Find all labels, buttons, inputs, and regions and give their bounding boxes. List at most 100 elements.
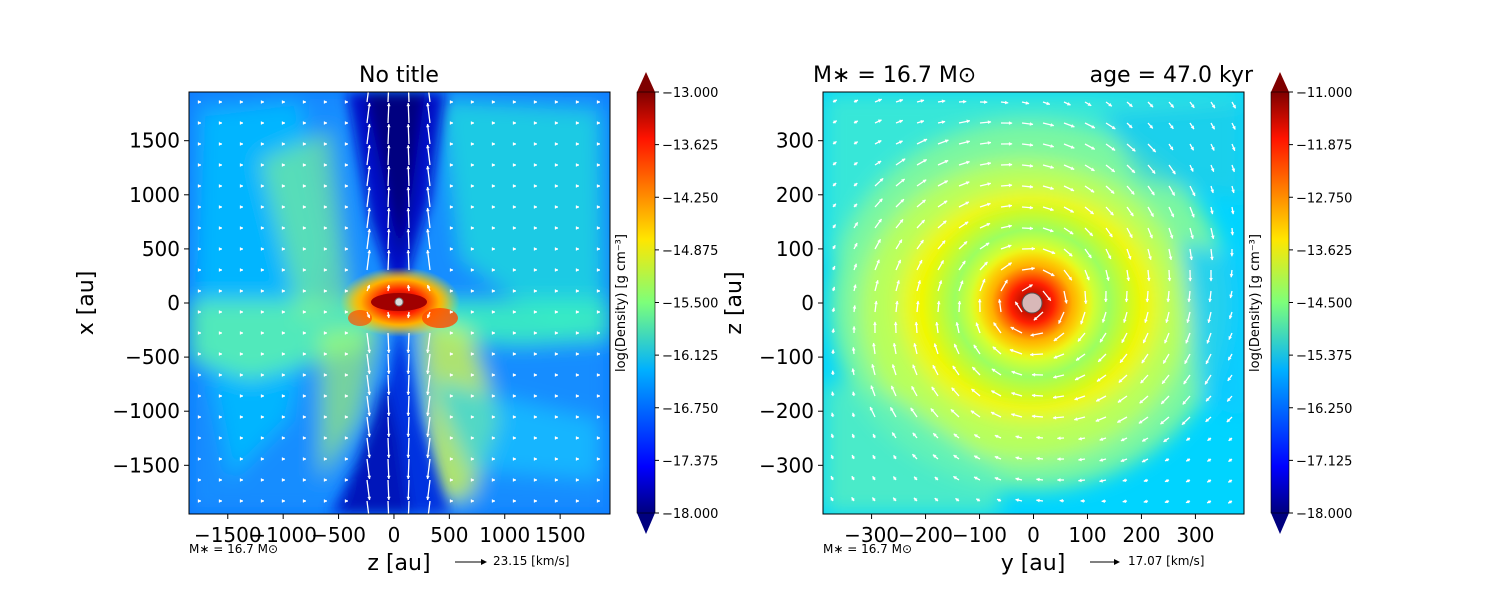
velocity-key-label-right: 17.07 [km/s] bbox=[1128, 554, 1204, 568]
velocity-arrowhead bbox=[1015, 456, 1020, 460]
velocity-arrowhead bbox=[367, 249, 371, 254]
velocity-arrowhead bbox=[302, 247, 307, 251]
velocity-arrowhead bbox=[912, 432, 917, 437]
velocity-arrowhead bbox=[965, 181, 970, 185]
velocity-arrowhead bbox=[955, 498, 960, 502]
velocity-arrowhead bbox=[923, 138, 928, 143]
velocity-arrowhead bbox=[831, 265, 836, 270]
velocity-arrowhead bbox=[596, 457, 601, 461]
velocity-arrowhead bbox=[281, 247, 286, 251]
velocity-arrowhead bbox=[386, 391, 391, 396]
velocity-arrowhead bbox=[449, 415, 454, 419]
velocity-arrowhead bbox=[1119, 359, 1124, 363]
velocity-arrowhead bbox=[1228, 437, 1233, 442]
colorbar-tick-label: −18.000 bbox=[1296, 507, 1352, 522]
velocity-arrowhead bbox=[491, 415, 496, 419]
velocity-arrowhead bbox=[218, 394, 223, 398]
velocity-arrowhead bbox=[426, 349, 430, 354]
colorbar-label-left: log(Density) [g cm⁻³] bbox=[614, 234, 629, 372]
velocity-arrowhead bbox=[892, 432, 896, 437]
velocity-arrowhead bbox=[575, 352, 580, 356]
velocity-arrowhead bbox=[833, 99, 838, 104]
velocity-arrowhead bbox=[491, 268, 496, 272]
velocity-arrowhead bbox=[470, 100, 475, 104]
velocity-arrowhead bbox=[239, 289, 244, 293]
velocity-arrowhead bbox=[344, 436, 349, 440]
velocity-arrowhead bbox=[367, 454, 371, 459]
velocity-arrowhead bbox=[367, 144, 371, 149]
velocity-arrowhead bbox=[901, 158, 906, 163]
velocity-arrowhead bbox=[323, 142, 328, 146]
velocity-arrowhead bbox=[491, 205, 496, 209]
velocity-arrowhead bbox=[260, 436, 265, 440]
x-tick-label: −200 bbox=[898, 523, 953, 547]
y-tick-label: −1000 bbox=[112, 399, 180, 423]
velocity-arrow bbox=[407, 332, 410, 354]
velocity-arrowhead bbox=[323, 499, 328, 503]
velocity-arrowhead bbox=[512, 205, 517, 209]
velocity-arrowhead bbox=[302, 457, 307, 461]
velocity-arrowhead bbox=[1232, 125, 1236, 130]
velocity-arrowhead bbox=[470, 457, 475, 461]
velocity-arrowhead bbox=[1131, 169, 1136, 174]
velocity-arrowhead bbox=[1090, 188, 1095, 193]
velocity-arrowhead bbox=[197, 100, 202, 104]
velocity-arrowhead bbox=[575, 163, 580, 167]
velocity-arrowhead bbox=[449, 226, 454, 230]
velocity-arrowhead bbox=[981, 278, 986, 283]
velocity-arrowhead bbox=[901, 178, 905, 183]
velocity-arrowhead bbox=[1074, 396, 1079, 401]
velocity-arrowhead bbox=[281, 415, 286, 419]
velocity-arrowhead bbox=[218, 100, 223, 104]
velocity-arrowhead bbox=[281, 478, 286, 482]
velocity-arrowhead bbox=[1004, 100, 1009, 105]
velocity-arrowhead bbox=[344, 394, 349, 398]
velocity-arrowhead bbox=[281, 268, 286, 272]
velocity-arrowhead bbox=[260, 184, 265, 188]
velocity-arrowhead bbox=[281, 331, 286, 335]
velocity-arrowhead bbox=[302, 373, 307, 377]
velocity-arrowhead bbox=[1146, 277, 1151, 282]
colorbar-tick-label: −14.250 bbox=[662, 191, 718, 206]
velocity-arrowhead bbox=[575, 289, 580, 293]
velocity-arrowhead bbox=[386, 207, 391, 212]
velocity-arrowhead bbox=[554, 331, 559, 335]
colorbar-tick-label: −17.375 bbox=[662, 454, 718, 469]
panel-right: −300 −200 −100 0 100 200 3003002001000−100−200… bbox=[722, 63, 1352, 576]
velocity-arrowhead bbox=[1186, 319, 1190, 324]
velocity-arrowhead bbox=[554, 373, 559, 377]
velocity-arrowhead bbox=[281, 184, 286, 188]
velocity-arrowhead bbox=[1189, 256, 1194, 261]
velocity-arrowhead bbox=[302, 289, 307, 293]
velocity-arrowhead bbox=[1140, 379, 1145, 384]
velocity-arrowhead bbox=[1007, 244, 1012, 249]
velocity-arrowhead bbox=[387, 518, 390, 521]
velocity-arrowhead bbox=[1170, 213, 1175, 218]
colorbar-label-right: log(Density) [g cm⁻³] bbox=[1248, 234, 1263, 372]
velocity-arrowhead bbox=[1142, 339, 1147, 344]
velocity-arrowhead bbox=[344, 247, 349, 251]
colorbar-tick-label: −13.000 bbox=[662, 86, 718, 101]
velocity-arrowhead bbox=[344, 310, 349, 314]
velocity-arrowhead bbox=[449, 184, 454, 188]
velocity-arrowhead bbox=[596, 394, 601, 398]
velocity-arrowhead bbox=[533, 331, 538, 335]
velocity-arrowhead bbox=[1015, 435, 1020, 439]
velocity-arrowhead bbox=[851, 475, 856, 480]
velocity-arrowhead bbox=[596, 163, 601, 167]
velocity-arrowhead bbox=[302, 268, 307, 272]
velocity-arrowhead bbox=[239, 142, 244, 146]
velocity-arrowhead bbox=[987, 182, 992, 186]
velocity-arrowhead bbox=[1185, 478, 1190, 483]
velocity-arrowhead bbox=[239, 205, 244, 209]
velocity-arrowhead bbox=[941, 120, 946, 124]
velocity-arrowhead bbox=[895, 300, 899, 305]
velocity-arrowhead bbox=[972, 366, 976, 371]
velocity-arrowhead bbox=[1228, 479, 1232, 483]
velocity-arrowhead bbox=[1227, 377, 1232, 382]
velocity-arrowhead bbox=[1046, 101, 1051, 106]
velocity-arrowhead bbox=[406, 249, 411, 254]
velocity-arrowhead bbox=[533, 100, 538, 104]
velocity-arrowhead bbox=[386, 412, 391, 417]
velocity-arrowhead bbox=[260, 331, 265, 335]
